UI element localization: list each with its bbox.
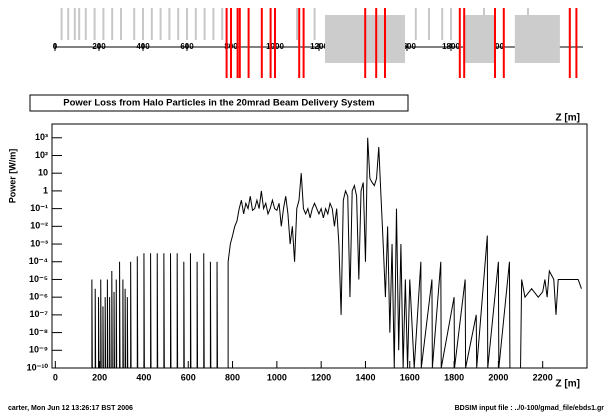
marker (212, 8, 215, 40)
magnet (238, 8, 241, 78)
marker (111, 8, 114, 40)
marker (313, 8, 316, 40)
data-line (55, 137, 582, 369)
marker (186, 8, 188, 40)
marker (414, 8, 417, 40)
marker (133, 8, 136, 40)
chart-title: Power Loss from Halo Particles in the 20… (63, 98, 375, 109)
x-tick-label: 0 (53, 42, 58, 51)
y-tick-label: 10⁻¹ (30, 203, 48, 213)
magnet (575, 8, 578, 78)
x-tick-label: 1800 (442, 42, 460, 51)
marker (60, 8, 63, 40)
marker (84, 8, 87, 40)
y-tick-label: 10² (35, 150, 48, 160)
x-tick-label: 200 (92, 372, 107, 382)
x-tick-label: 1200 (310, 42, 328, 51)
title-box (29, 94, 409, 112)
magnet (375, 8, 378, 78)
magnet (384, 8, 386, 78)
block (514, 15, 560, 63)
plot-frame (51, 123, 588, 369)
marker (221, 8, 224, 40)
marker (441, 8, 444, 40)
magnet (494, 8, 496, 78)
y-tick-label: 10³ (35, 132, 48, 142)
marker (150, 8, 153, 40)
magnet (463, 8, 466, 78)
marker (78, 8, 81, 40)
magnet (260, 8, 263, 78)
magnet (458, 8, 461, 78)
y-tick-label: 10⁻⁸ (29, 327, 48, 337)
y-tick-label: 10⁻⁹ (29, 345, 48, 355)
magnet (247, 8, 250, 78)
x-tick-label: 1600 (400, 372, 420, 382)
marker (67, 8, 70, 40)
x-tick-label: 200 (92, 42, 106, 51)
y-tick-label: 10⁻⁷ (30, 309, 49, 319)
magnet (568, 8, 571, 78)
magnet (225, 8, 228, 78)
beamline-axis-label: Z [m] (556, 113, 580, 124)
marker (168, 8, 171, 40)
marker (159, 8, 162, 40)
y-tick-label: 10⁻² (30, 221, 48, 231)
magnet (274, 8, 276, 78)
x-tick-label: 0 (53, 372, 58, 382)
magnet (236, 8, 239, 78)
x-tick-label: 400 (136, 372, 151, 382)
x-tick-label: 2000 (488, 372, 508, 382)
marker (450, 8, 452, 40)
x-tick-label: 400 (136, 42, 150, 51)
marker (102, 8, 105, 40)
magnet (230, 8, 232, 78)
footer-right: BDSIM input file : ../0-100/gmad_file/eb… (455, 405, 605, 412)
x-tick-label: 1800 (444, 372, 464, 382)
marker (142, 8, 144, 40)
footer-left: carter, Mon Jun 12 13:26:17 BST 2006 (8, 405, 133, 412)
y-tick-label: 10⁻⁶ (29, 292, 48, 302)
y-tick-label: 10⁻³ (30, 238, 48, 248)
y-tick-label: 1 (43, 185, 48, 195)
marker (194, 8, 197, 40)
block (463, 15, 495, 63)
x-tick-label: 2200 (533, 372, 553, 382)
marker (203, 8, 206, 40)
x-tick-label: 1600 (398, 42, 416, 51)
x-tick-label: 800 (225, 372, 240, 382)
x-tick-label: 1400 (355, 372, 375, 382)
y-axis-label: Power [W/m] (7, 149, 17, 204)
magnet (298, 8, 301, 78)
marker (93, 8, 96, 40)
marker (177, 8, 180, 40)
x-tick-label: 600 (180, 42, 194, 51)
x-axis-label: Z [m] (556, 379, 580, 390)
marker (296, 8, 298, 40)
magnet (364, 8, 367, 78)
x-tick-label: 600 (181, 372, 196, 382)
marker (120, 8, 122, 40)
x-tick-label: 1000 (267, 372, 287, 382)
y-tick-label: 10⁻⁵ (29, 274, 48, 284)
magnet (302, 8, 305, 78)
magnet (269, 8, 272, 78)
x-tick-label: 1200 (311, 372, 331, 382)
y-tick-label: 10⁻¹⁰ (27, 362, 49, 372)
y-tick-label: 10 (38, 168, 48, 178)
marker (428, 8, 430, 40)
magnet (502, 8, 505, 78)
marker (73, 8, 76, 40)
y-tick-label: 10⁻⁴ (29, 256, 48, 266)
